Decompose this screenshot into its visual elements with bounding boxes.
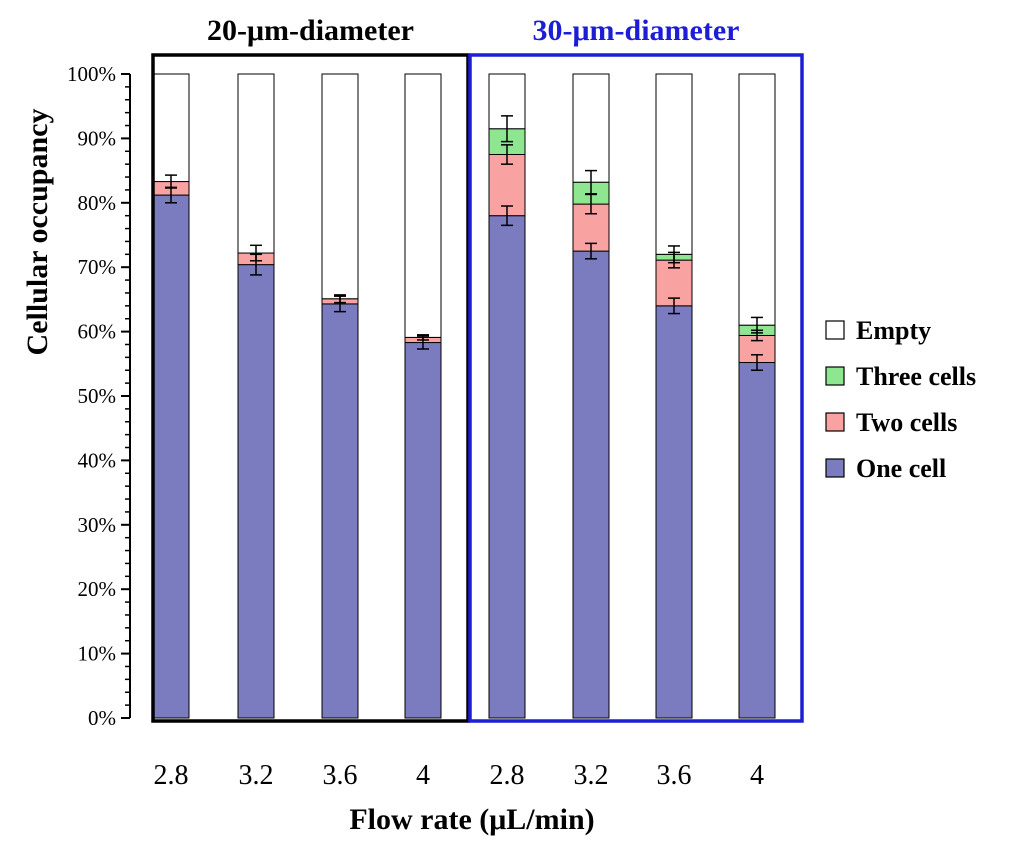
x-category-label-20-m-diameter-4: 4 <box>416 760 430 791</box>
bar-30-m-diameter-3-2-one-cell <box>572 250 610 719</box>
y-tick-label-20: 20% <box>78 577 117 601</box>
legend-label-one-cell: One cell <box>856 454 946 483</box>
x-category-label-20-m-diameter-2-8: 2.8 <box>154 760 189 791</box>
x-category-label-20-m-diameter-3-2: 3.2 <box>239 760 274 791</box>
legend-label-three-cells: Three cells <box>856 362 976 391</box>
x-axis-title: Flow rate (μL/min) <box>349 803 594 836</box>
bar-30-m-diameter-3-6-empty <box>655 73 693 255</box>
x-category-label-30-m-diameter-2-8: 2.8 <box>490 760 525 791</box>
legend-label-empty: Empty <box>856 316 931 345</box>
bar-20-m-diameter-3-6-one-cell <box>321 303 359 719</box>
y-tick-label-50: 50% <box>78 384 117 408</box>
y-axis-title: Cellular occupancy <box>21 109 54 356</box>
bar-20-m-diameter-2-8-one-cell <box>152 194 190 719</box>
y-tick-label-100: 100% <box>67 62 116 86</box>
bar-30-m-diameter-4-empty <box>738 73 776 326</box>
y-tick-label-90: 90% <box>78 126 117 150</box>
group-frame-20-m-diameter <box>151 53 470 723</box>
y-tick-label-80: 80% <box>78 191 117 215</box>
legend-swatch-three-cells <box>825 366 845 386</box>
bar-20-m-diameter-4-one-cell <box>404 342 442 719</box>
group-frame-30-m-diameter <box>468 53 804 723</box>
group-title-20-m-diameter: 20-μm-diameter <box>207 14 414 47</box>
bar-30-m-diameter-4-one-cell <box>738 362 776 719</box>
y-tick-label-60: 60% <box>78 320 117 344</box>
bar-20-m-diameter-3-6-empty <box>321 73 359 300</box>
bar-30-m-diameter-2-8-one-cell <box>488 215 526 719</box>
bar-20-m-diameter-3-2-empty <box>237 73 275 254</box>
legend-swatch-two-cells <box>825 412 845 432</box>
y-tick-label-30: 30% <box>78 513 117 537</box>
bar-30-m-diameter-3-6-one-cell <box>655 305 693 719</box>
x-category-label-30-m-diameter-3-6: 3.6 <box>657 760 692 791</box>
x-category-label-30-m-diameter-4: 4 <box>750 760 764 791</box>
legend-label-two-cells: Two cells <box>856 408 957 437</box>
x-category-label-20-m-diameter-3-6: 3.6 <box>323 760 358 791</box>
y-tick-label-10: 10% <box>78 642 117 666</box>
bar-20-m-diameter-4-empty <box>404 73 442 338</box>
bar-30-m-diameter-3-2-empty <box>572 73 610 183</box>
x-category-label-30-m-diameter-3-2: 3.2 <box>574 760 609 791</box>
bar-20-m-diameter-2-8-empty <box>152 73 190 183</box>
y-tick-label-70: 70% <box>78 255 117 279</box>
legend-swatch-one-cell <box>825 458 845 478</box>
y-tick-label-0: 0% <box>88 706 116 730</box>
y-tick-label-40: 40% <box>78 448 117 472</box>
legend-swatch-empty <box>825 320 845 340</box>
bar-20-m-diameter-3-2-one-cell <box>237 264 275 719</box>
group-title-30-m-diameter: 30-μm-diameter <box>533 14 740 47</box>
